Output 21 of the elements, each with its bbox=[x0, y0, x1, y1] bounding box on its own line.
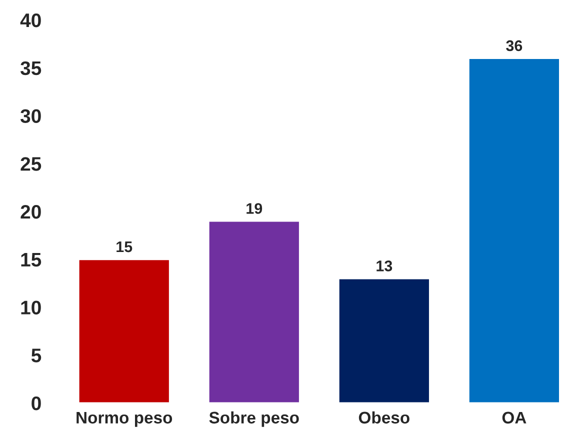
y-tick-label: 10 bbox=[21, 300, 41, 314]
data-label: 13 bbox=[376, 260, 392, 272]
bar bbox=[208, 220, 300, 403]
y-tick-label: 15 bbox=[21, 253, 42, 267]
y-tick-label: 20 bbox=[20, 204, 41, 219]
y-tick-label: 0 bbox=[32, 396, 41, 410]
y-tick-label: 35 bbox=[20, 61, 42, 76]
bar bbox=[338, 278, 430, 403]
y-tick-label: 5 bbox=[31, 348, 42, 362]
y-tick-label: 25 bbox=[20, 157, 42, 171]
x-tick-label: Normo peso bbox=[76, 412, 172, 427]
x-tick-label: OA bbox=[502, 412, 526, 424]
y-tick-label: 30 bbox=[20, 109, 41, 124]
x-tick-label: Obeso bbox=[358, 411, 410, 424]
data-label: 19 bbox=[246, 203, 262, 214]
data-label: 15 bbox=[116, 242, 132, 252]
bar bbox=[468, 58, 560, 403]
y-tick-label: 40 bbox=[20, 13, 41, 28]
bar bbox=[78, 258, 170, 403]
data-label: 36 bbox=[506, 40, 522, 52]
x-tick-label: Sobre peso bbox=[209, 411, 299, 427]
